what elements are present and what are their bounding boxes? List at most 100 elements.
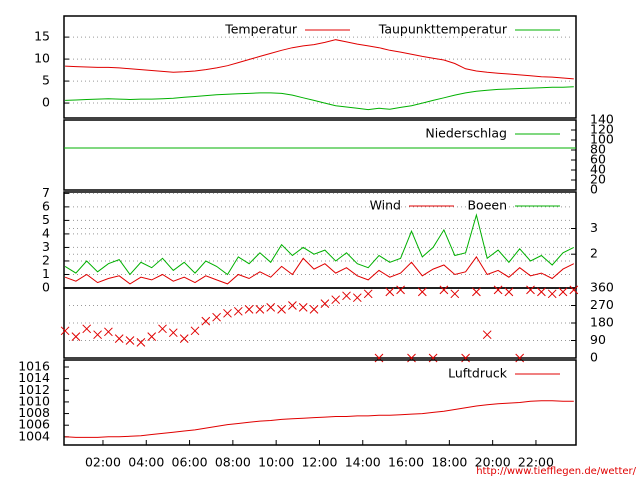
scatter-mark <box>71 332 81 341</box>
x-tick-label: 04:00 <box>128 455 164 470</box>
panel-frame <box>63 119 577 191</box>
scatter-mark <box>201 316 211 326</box>
y-tick-label: 1 <box>42 266 50 281</box>
scatter-mark <box>190 326 200 336</box>
series-line <box>64 213 575 276</box>
x-tick-label: 12:00 <box>301 455 337 470</box>
y-tick-label: 5 <box>42 212 50 227</box>
y2-tick-label: 60 <box>590 152 606 167</box>
y-tick-label: 4 <box>42 225 50 240</box>
y2-tick-label: 180 <box>590 315 614 330</box>
scatter-mark <box>244 305 254 314</box>
series-line <box>65 39 574 80</box>
legend-label: Luftdruck <box>448 366 508 381</box>
footer-link: http://www.tiefflegen.de/wetter/ <box>476 466 636 477</box>
x-tick-label: 22:00 <box>518 455 554 470</box>
scatter-mark <box>136 338 146 347</box>
y2-tick-label: 80 <box>590 142 606 157</box>
y2-tick-label: 0 <box>590 350 598 365</box>
panel-frame <box>63 359 577 446</box>
scatter-mark <box>158 324 167 334</box>
legend-label: Boeen <box>467 198 507 213</box>
scatter-mark <box>60 326 70 336</box>
y-tick-label: 2 <box>42 252 50 267</box>
scatter-mark <box>493 285 503 295</box>
y-tick-label: 1004 <box>18 428 50 443</box>
series-line <box>65 86 574 111</box>
scatter-mark <box>439 285 449 295</box>
scatter-mark <box>104 327 113 337</box>
legend-label: Taupunkttemperatur <box>378 22 508 37</box>
x-tick-label: 06:00 <box>172 455 208 470</box>
scatter-mark <box>233 306 243 316</box>
series-line <box>64 256 575 285</box>
y-tick-label: 10 <box>34 51 50 66</box>
scatter-mark <box>385 287 395 297</box>
panel-frame <box>63 15 577 119</box>
y-tick-label: 1010 <box>18 393 50 408</box>
y2-tick-label: 90 <box>590 332 606 347</box>
scatter-mark <box>320 299 330 308</box>
y2-tick-label: 3 <box>590 220 598 235</box>
scatter-mark <box>396 285 405 295</box>
scatter-mark <box>504 287 514 297</box>
y2-tick-label: 20 <box>590 172 606 187</box>
y-tick-label: 6 <box>42 198 50 213</box>
x-tick-label: 20:00 <box>475 455 511 470</box>
y-tick-label: 1006 <box>18 417 50 432</box>
scatter-mark <box>331 295 341 305</box>
y-tick-label: 7 <box>42 185 50 200</box>
scatter-mark <box>352 293 362 303</box>
scatter-mark <box>569 285 579 295</box>
scatter-mark <box>309 305 319 314</box>
scatter-mark <box>472 287 481 297</box>
scatter-mark <box>266 303 276 312</box>
x-tick-label: 14:00 <box>345 455 381 470</box>
y-tick-label: 15 <box>34 29 50 44</box>
scatter-mark <box>450 289 460 299</box>
scatter-mark <box>482 330 492 340</box>
y2-tick-label: 100 <box>590 132 614 147</box>
scatter-mark <box>363 289 373 299</box>
scatter-mark <box>212 312 221 322</box>
scatter-mark <box>277 305 286 314</box>
scatter-mark <box>417 287 427 297</box>
scatter-mark <box>114 334 124 343</box>
scatter-mark <box>342 291 351 301</box>
scatter-mark <box>558 287 568 297</box>
scatter-mark <box>147 332 157 341</box>
y2-tick-label: 270 <box>590 297 614 312</box>
y-tick-label: 3 <box>42 239 50 254</box>
scatter-mark <box>223 308 232 318</box>
y2-tick-label: 2 <box>590 246 598 261</box>
legend-label: Niederschlag <box>425 126 507 141</box>
x-tick-label: 08:00 <box>215 455 251 470</box>
legend-label: Temperatur <box>224 22 298 37</box>
scatter-mark <box>526 285 535 295</box>
scatter-mark <box>168 328 178 338</box>
scatter-mark <box>298 303 308 312</box>
scatter-mark <box>125 336 135 345</box>
x-tick-label: 02:00 <box>85 455 121 470</box>
scatter-mark <box>537 287 546 297</box>
y-tick-label: 1012 <box>18 382 50 397</box>
y2-tick-label: 140 <box>590 112 614 127</box>
y2-tick-label: 120 <box>590 122 614 137</box>
x-tick-label: 10:00 <box>258 455 294 470</box>
y-tick-label: 0 <box>42 280 50 295</box>
y-tick-label: 0 <box>42 95 50 110</box>
scatter-mark <box>93 330 102 340</box>
scatter-mark <box>547 289 557 299</box>
y2-tick-label: 0 <box>590 182 598 197</box>
y-tick-label: 1014 <box>18 370 50 385</box>
scatter-mark <box>82 324 92 334</box>
scatter-mark <box>179 334 189 343</box>
y-tick-label: 1008 <box>18 405 50 420</box>
series-line <box>65 400 574 438</box>
scatter-mark <box>255 305 265 314</box>
scatter-mark <box>288 301 297 310</box>
x-tick-label: 16:00 <box>388 455 424 470</box>
y2-tick-label: 360 <box>590 280 614 295</box>
